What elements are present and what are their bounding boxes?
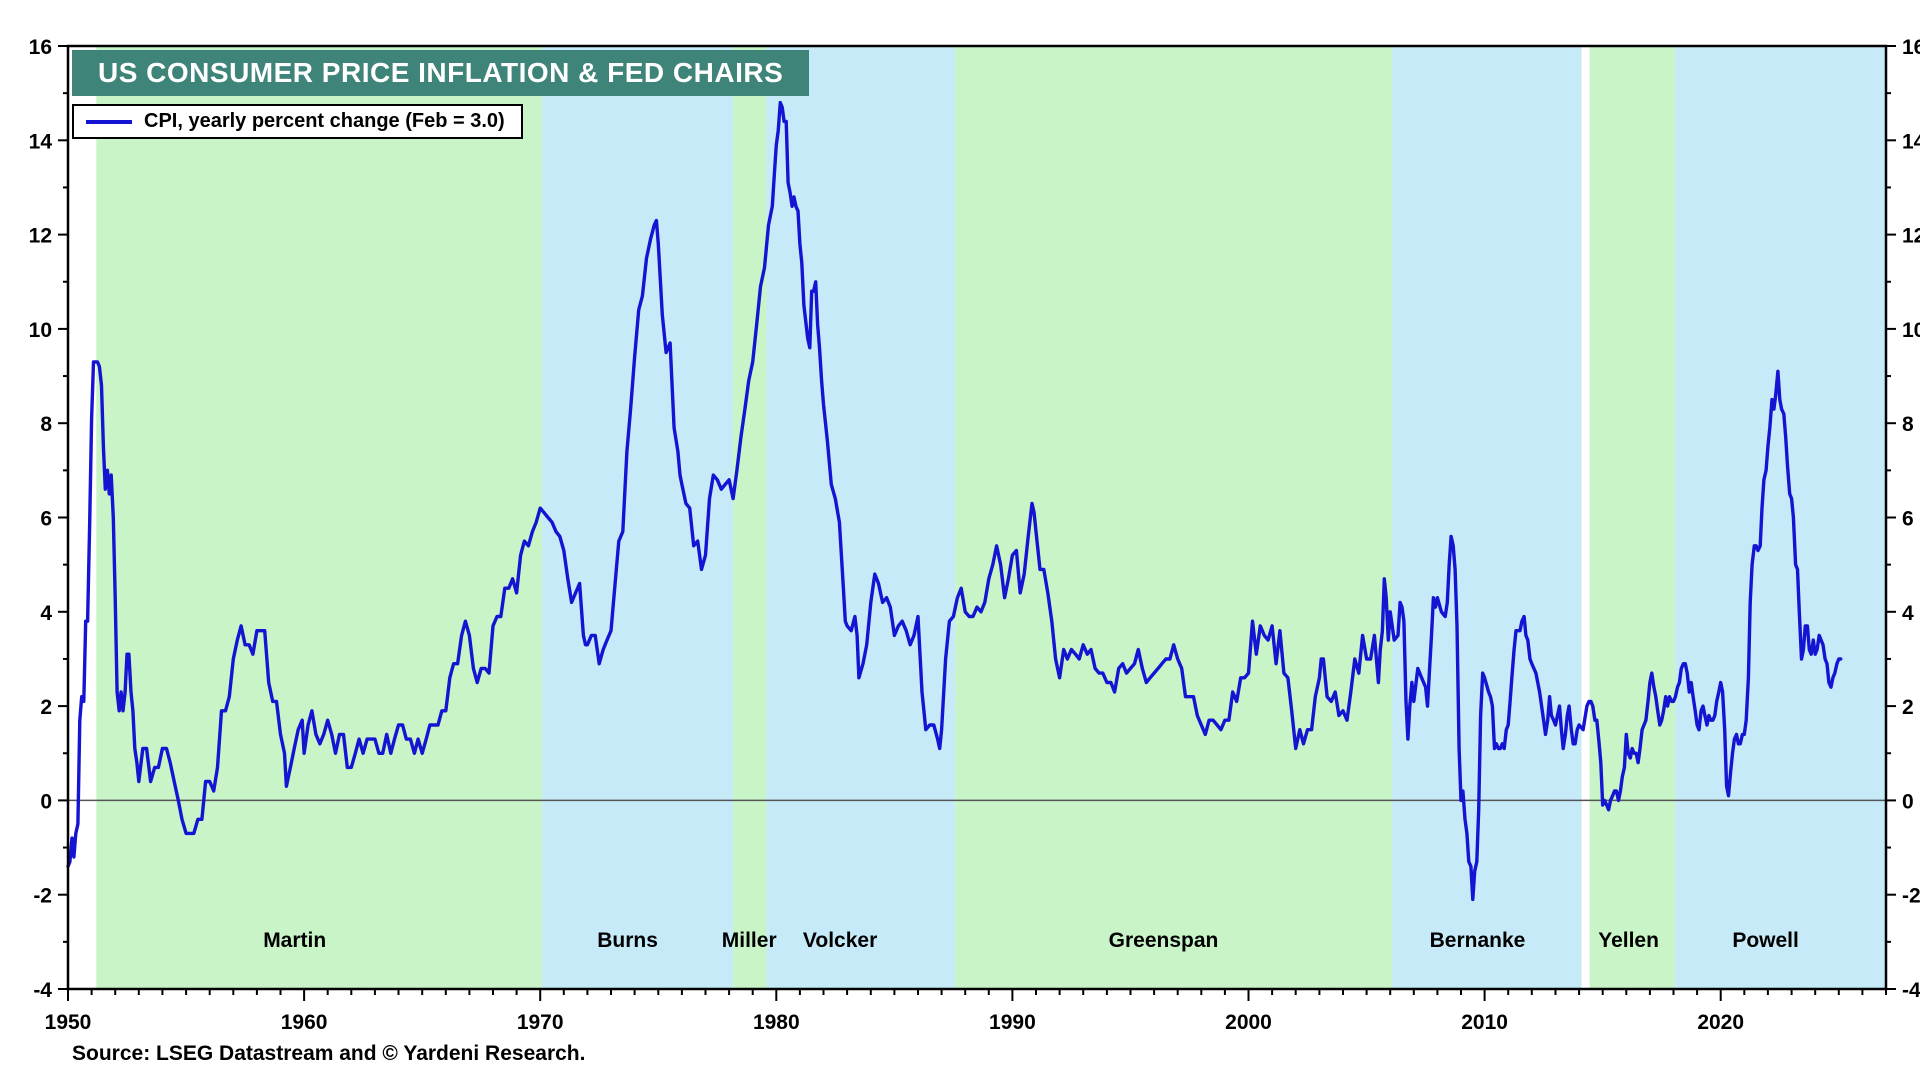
plot-frame	[66, 44, 1888, 991]
y-axis-label-right: 10	[1902, 319, 1920, 342]
y-axis-label-left: 4	[40, 602, 52, 625]
y-axis-label-left: 16	[29, 36, 52, 59]
fed-chair-band-burns	[542, 46, 734, 989]
y-axis-label-left: 12	[29, 225, 52, 248]
fed-chair-label-miller: Miller	[722, 929, 777, 952]
x-axis-label: 1970	[517, 1011, 564, 1034]
y-axis-label-right: 4	[1902, 602, 1914, 625]
y-axis-label-right: 16	[1902, 36, 1920, 59]
y-axis-label-left: 8	[40, 413, 52, 436]
y-axis-label-right: 0	[1902, 790, 1914, 813]
fed-chair-band-powell	[1675, 46, 1886, 989]
y-axis-label-left: 0	[40, 790, 52, 813]
fed-chair-band-miller	[733, 46, 767, 989]
fed-chair-label-burns: Burns	[597, 929, 658, 952]
fed-chair-label-greenspan: Greenspan	[1109, 929, 1219, 952]
x-axis-label: 1990	[989, 1011, 1036, 1034]
fed-chair-label-volcker: Volcker	[803, 929, 877, 952]
fed-chair-band-martin	[96, 46, 543, 989]
y-axis-label-left: -2	[33, 885, 52, 908]
fed-chair-band-yellen	[1589, 46, 1676, 989]
fed-chair-label-martin: Martin	[263, 929, 326, 952]
source-note: Source: LSEG Datastream and © Yardeni Re…	[72, 1042, 586, 1065]
y-axis-label-right: -2	[1902, 885, 1920, 908]
y-axis-label-right: 2	[1902, 696, 1914, 719]
y-axis-label-left: 6	[40, 508, 52, 531]
legend: CPI, yearly percent change (Feb = 3.0)	[72, 104, 523, 139]
x-axis-label: 1960	[281, 1011, 328, 1034]
x-axis-label: 2010	[1461, 1011, 1508, 1034]
legend-line-swatch	[86, 119, 132, 124]
y-axis-label-right: 6	[1902, 508, 1914, 531]
fed-chair-label-yellen: Yellen	[1598, 929, 1659, 952]
legend-label: CPI, yearly percent change (Feb = 3.0)	[144, 110, 505, 132]
fed-chair-band-greenspan	[955, 46, 1393, 989]
x-axis-label: 1980	[753, 1011, 800, 1034]
y-axis-label-right: 14	[1902, 130, 1920, 153]
y-axis-label-left: 10	[29, 319, 52, 342]
cpi-line	[66, 100, 1843, 902]
y-axis-label-right: 12	[1902, 225, 1920, 248]
x-axis-label: 2000	[1225, 1011, 1272, 1034]
y-axis-label-left: 14	[29, 130, 53, 153]
x-axis-label: 2020	[1697, 1011, 1744, 1034]
y-axis-label-right: 8	[1902, 413, 1914, 436]
y-axis-label-left: -4	[33, 979, 52, 1002]
fed-chair-label-powell: Powell	[1732, 929, 1799, 952]
y-axis-label-right: -4	[1902, 979, 1920, 1002]
fed-chair-label-bernanke: Bernanke	[1430, 929, 1526, 952]
y-axis-label-left: 2	[40, 696, 52, 719]
chart-title: US CONSUMER PRICE INFLATION & FED CHAIRS	[72, 50, 810, 96]
fed-chair-band-volcker	[766, 46, 956, 989]
fed-chair-band-bernanke	[1392, 46, 1582, 989]
x-axis-label: 1950	[45, 1011, 92, 1034]
